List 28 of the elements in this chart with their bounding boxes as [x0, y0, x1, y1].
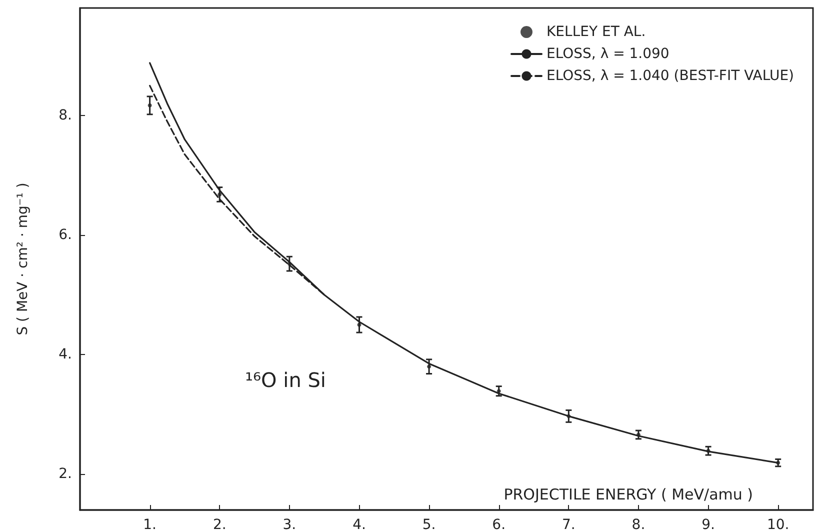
- x-tick-label: 8.: [632, 517, 646, 532]
- point: [148, 103, 152, 108]
- legend-label: KELLEY ET AL.: [546, 24, 646, 40]
- y-tick-label: 8.: [58, 108, 72, 124]
- x-tick-label: 7.: [562, 517, 576, 532]
- point: [706, 448, 710, 453]
- x-tick-label: 6.: [492, 517, 506, 532]
- point: [566, 414, 571, 418]
- point: [287, 262, 292, 266]
- x-tick-label: 4.: [352, 517, 366, 532]
- legend-label: ELOSS, λ = 1.090: [546, 46, 670, 62]
- point: [496, 389, 501, 394]
- x-tick-label: 3.: [282, 517, 296, 532]
- y-tick-label: 2.: [58, 466, 72, 482]
- x-tick-label: 2.: [212, 517, 226, 532]
- x-tick-label: 5.: [422, 517, 436, 532]
- annotation: ¹⁶O in Si: [245, 368, 326, 392]
- y-tick-label: 6.: [58, 227, 72, 244]
- x-tick-label: 10.: [766, 517, 790, 532]
- x-tick-label: 1.: [143, 517, 156, 532]
- point: [427, 364, 432, 369]
- x-tick-label: 9.: [702, 517, 715, 532]
- y-axis-title: S ( MeV · cm² · mg⁻¹ ): [15, 182, 31, 336]
- legend-label: ELOSS, λ = 1.040 (BEST-FIT VALUE): [546, 68, 794, 84]
- point: [218, 192, 222, 196]
- y-tick-label: 4.: [58, 346, 72, 363]
- point: [357, 322, 362, 327]
- x-axis-title: PROJECTILE ENERGY ( MeV/amu ): [504, 486, 753, 504]
